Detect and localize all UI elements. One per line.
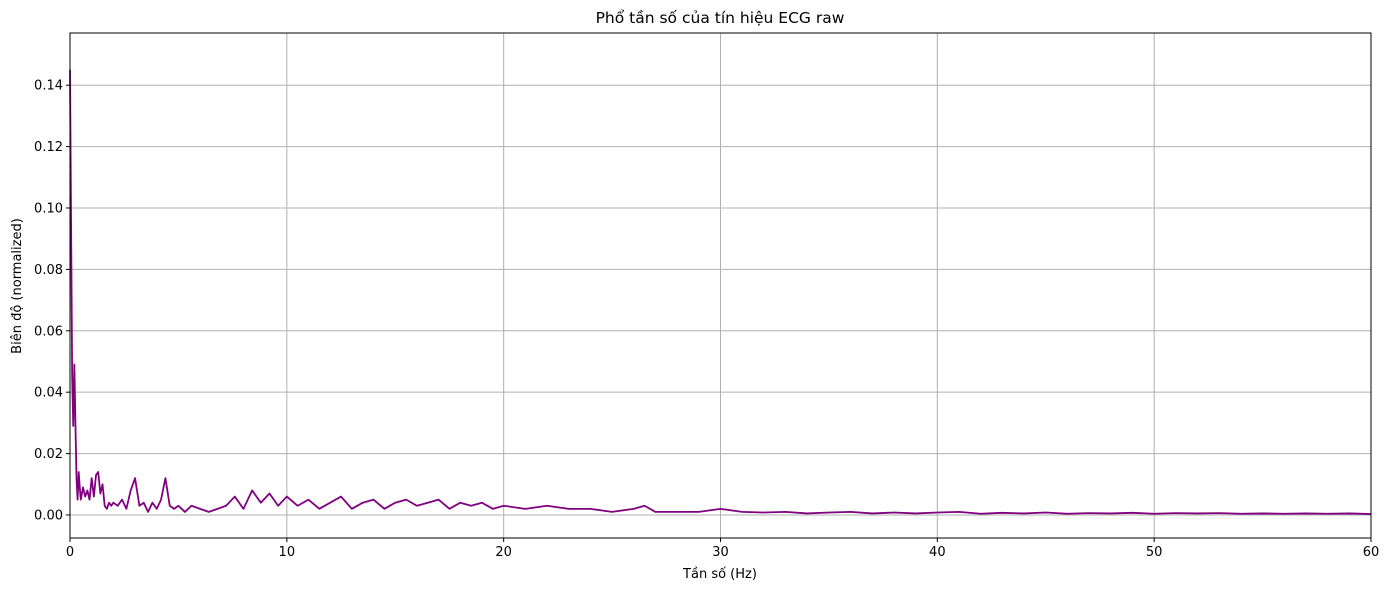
y-tick-label: 0.04 (34, 386, 63, 401)
y-axis-label: Biên độ (normalized) (10, 218, 25, 354)
chart-title: Phổ tần số của tín hiệu ECG raw (596, 9, 845, 27)
x-tick-label: 20 (495, 545, 512, 560)
x-tick-label: 30 (712, 545, 729, 560)
x-tick-label: 60 (1363, 545, 1380, 560)
y-tick-label: 0.00 (34, 508, 63, 523)
series-line-group (69, 69, 1372, 515)
y-tick-label: 0.12 (34, 140, 63, 155)
x-axis-label: Tần số (Hz) (682, 567, 757, 582)
spectrum-series-line (69, 69, 1372, 515)
y-tick-label: 0.06 (34, 324, 63, 339)
x-tick-label: 40 (929, 545, 946, 560)
y-tick-label: 0.02 (34, 447, 63, 462)
x-tick-label: 10 (279, 545, 296, 560)
y-tick-label: 0.08 (34, 263, 63, 278)
x-tick-label: 0 (66, 545, 74, 560)
y-tick-label: 0.10 (34, 201, 63, 216)
y-tick-label: 0.14 (34, 79, 63, 94)
x-tick-label: 50 (1146, 545, 1163, 560)
axis-ticks: 0 10 20 30 40 50 60 0.00 0.02 0.04 0.06 0.08 0.10 0.1… (34, 79, 1379, 560)
grid (69, 33, 1372, 538)
